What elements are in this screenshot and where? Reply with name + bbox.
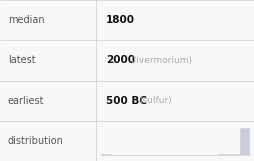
Text: median: median [8,15,44,25]
Bar [239,128,248,155]
Text: distribution: distribution [8,136,63,146]
Text: earliest: earliest [8,96,44,106]
Bar [101,154,110,155]
Text: latest: latest [8,55,35,65]
Text: 500 BC: 500 BC [105,96,146,106]
Text: 1800: 1800 [105,15,134,25]
Text: (sulfur): (sulfur) [139,96,172,105]
Bar [228,154,238,155]
Text: (livermorium): (livermorium) [130,56,192,65]
Bar [218,154,227,155]
Text: 2000: 2000 [105,55,134,65]
